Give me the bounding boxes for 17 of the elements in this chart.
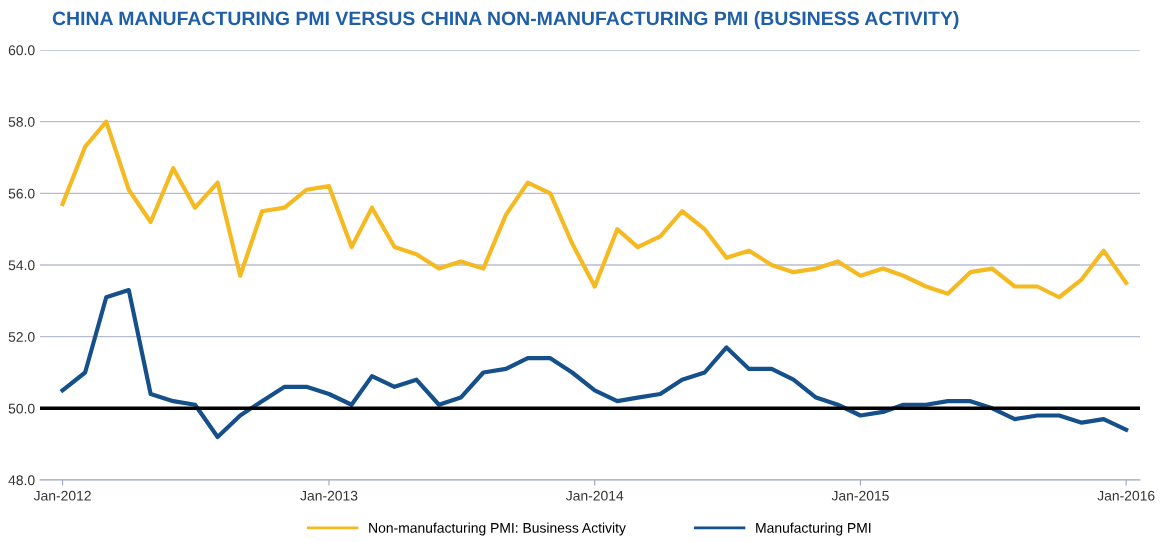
chart-title: CHINA MANUFACTURING PMI VERSUS CHINA NON-MANUFACTURING PMI (BUSINESS ACTIVITY): [52, 10, 959, 30]
x-tick-label: Jan-2012: [33, 490, 91, 501]
y-tick-label: 54.0: [8, 260, 35, 271]
y-tick-label: 58.0: [8, 117, 35, 127]
y-tick-label: 52.0: [8, 332, 35, 342]
legend-label: Non-manufacturing PMI: Business Activity: [369, 522, 626, 536]
y-tick-label: 60.0: [8, 45, 35, 56]
x-tick-label: Jan-2015: [831, 490, 889, 501]
line-series: [60, 119, 1129, 300]
x-tick-label: Jan-2013: [300, 490, 358, 501]
y-tick-label: 56.0: [8, 188, 35, 199]
legend-label: Manufacturing PMI: [756, 522, 871, 536]
line-series: [60, 287, 1129, 440]
x-tick-label: Jan-2016: [1097, 490, 1155, 501]
y-tick-label: 48.0: [8, 475, 35, 486]
y-tick-label: 50.0: [8, 403, 35, 414]
x-tick-label: Jan-2014: [565, 490, 624, 501]
